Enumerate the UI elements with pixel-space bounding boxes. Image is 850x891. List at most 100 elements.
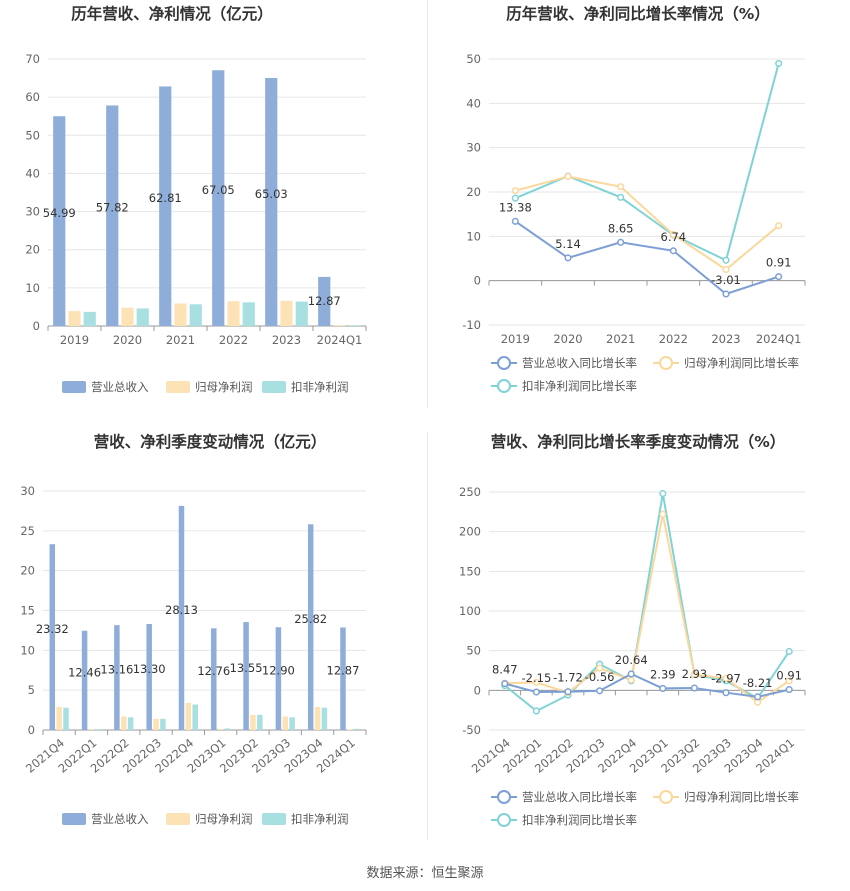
bar-net-profit — [282, 716, 288, 730]
data-label: -0.56 — [585, 670, 615, 684]
data-label: -8.21 — [743, 676, 773, 690]
bar-net-profit — [121, 307, 134, 326]
bar-revenue — [81, 630, 88, 730]
data-label: 8.65 — [608, 221, 634, 235]
data-label: 23.32 — [36, 622, 69, 636]
bar-deducted-profit — [321, 707, 328, 730]
bar-revenue — [146, 624, 152, 730]
bar-net-profit — [68, 311, 81, 326]
data-label: 57.82 — [96, 201, 129, 215]
bar-revenue — [243, 622, 249, 730]
data-label: 12.87 — [308, 294, 341, 308]
data-label: 12.76 — [197, 664, 230, 678]
data-label: 28.13 — [165, 603, 198, 617]
legend-label: 扣非净利润同比增长率 — [522, 813, 637, 827]
y-tick-label: 30 — [25, 205, 40, 219]
series-line-net-profit-growth — [515, 175, 780, 271]
data-point — [669, 231, 677, 239]
bar-net-profit — [174, 303, 187, 326]
bar-net-profit — [217, 728, 224, 730]
bar-net-profit — [185, 702, 192, 730]
data-label: 2.93 — [682, 667, 708, 681]
y-tick-label: 10 — [20, 643, 35, 657]
data-label: 12.46 — [68, 665, 101, 679]
y-tick-label: 250 — [459, 485, 481, 499]
data-point — [627, 676, 635, 684]
bar-net-profit — [153, 718, 159, 730]
data-label: 0.91 — [776, 669, 802, 683]
legend-marker — [497, 790, 511, 804]
data-point — [659, 510, 667, 518]
y-tick-label: 60 — [25, 90, 40, 104]
data-label: -2.97 — [711, 672, 741, 686]
y-tick-label: 5 — [28, 683, 35, 697]
y-tick-label: 30 — [466, 141, 481, 155]
vertical-divider-top — [427, 0, 428, 408]
bar-deducted-profit — [348, 325, 361, 326]
y-tick-label: 100 — [459, 604, 481, 618]
bar-revenue — [265, 77, 278, 326]
legend-swatch — [62, 381, 86, 393]
x-tick-label: 2024Q1 — [317, 333, 363, 347]
x-tick-label: 2021 — [606, 332, 635, 346]
data-point — [722, 689, 730, 697]
legend-label: 营业总收入 — [91, 812, 149, 826]
data-point — [659, 490, 667, 498]
data-point — [690, 670, 698, 679]
legend-label: 扣非净利润 — [291, 812, 349, 826]
bar-deducted-profit — [63, 707, 69, 730]
bar-net-profit — [227, 301, 240, 326]
data-label: 67.05 — [202, 183, 235, 197]
bar-deducted-profit — [353, 728, 360, 730]
data-point — [722, 674, 730, 682]
bar-deducted-profit — [136, 308, 149, 326]
legend-swatch — [166, 813, 190, 825]
bar-net-profit — [56, 706, 62, 730]
y-tick-label: 0 — [474, 683, 481, 697]
x-tick-label: 2019 — [501, 332, 530, 346]
data-point — [754, 693, 762, 701]
x-tick-label: 2023 — [272, 333, 301, 347]
y-tick-label: 70 — [25, 52, 40, 66]
data-label: 8.47 — [492, 663, 518, 677]
y-tick-label: 40 — [25, 166, 40, 180]
x-tick-label: 2022 — [219, 333, 248, 347]
data-point — [775, 222, 783, 230]
legend-swatch — [166, 381, 190, 393]
data-label: 0.91 — [766, 256, 792, 270]
chart-title: 历年营收、净利情况（亿元） — [71, 4, 273, 23]
quarterly-growth-rate-chart: 营收、净利同比增长率季度变动情况（%）-50050100150200250202… — [459, 432, 806, 827]
data-point — [785, 677, 793, 685]
data-point — [511, 217, 519, 225]
legend-label: 营业总收入同比增长率 — [522, 790, 637, 804]
legend-label: 扣非净利润同比增长率 — [522, 379, 637, 393]
bar-revenue — [275, 627, 282, 730]
series-line-revenue-growth — [514, 220, 779, 296]
data-point — [617, 238, 625, 246]
bar-revenue — [114, 625, 120, 730]
data-label: 62.81 — [149, 191, 182, 205]
data-point — [532, 688, 540, 696]
bar-deducted-profit — [189, 304, 202, 326]
data-point — [785, 686, 793, 694]
data-point — [532, 707, 540, 715]
data-label: 13.30 — [133, 662, 166, 676]
data-label: -3.01 — [711, 273, 741, 287]
data-point — [564, 172, 572, 181]
bar-deducted-profit — [224, 728, 231, 730]
x-tick-label: 2020 — [553, 332, 582, 346]
x-tick-label: 2020 — [113, 333, 142, 347]
y-tick-label: 20 — [20, 564, 35, 578]
bar-revenue — [340, 627, 346, 730]
annual-revenue-profit-chart: 历年营收、净利情况（亿元） 0 10 20 30 40 50 60 70 2019 2020 2021… — [25, 4, 367, 394]
x-tick-label: 2024Q1 — [756, 332, 802, 346]
y-tick-label: 25 — [20, 524, 35, 538]
legend-marker — [497, 379, 511, 393]
data-label: 12.90 — [262, 664, 295, 678]
legend-marker — [659, 356, 673, 370]
bar-deducted-profit — [289, 717, 295, 730]
legend-label: 归母净利润同比增长率 — [684, 790, 799, 804]
bar-deducted-profit — [295, 301, 308, 326]
y-tick-label: 15 — [20, 604, 35, 618]
data-point — [596, 687, 604, 695]
